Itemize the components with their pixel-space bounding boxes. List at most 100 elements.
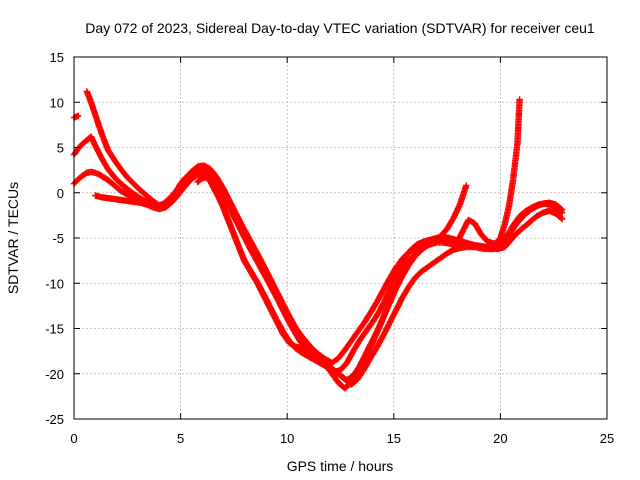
data-point [290,327,303,343]
data-point [213,181,226,198]
data-point [392,256,405,272]
data-point [394,266,407,286]
data-point [111,157,124,172]
data-point [456,182,470,208]
y-tick-label: 0 [57,186,64,201]
data-point [303,346,315,357]
data-point [303,339,315,352]
data-point [386,266,399,282]
data-point [335,348,348,362]
data-point [507,230,520,243]
data-point [162,199,175,211]
data-point [354,321,367,336]
data-point [401,256,414,272]
data-point [143,192,155,204]
data-point [109,180,119,190]
ticks-layer: 0 5 10 15 20 25 -25 -20 -15 -10 -5 0 5 10 15 [45,50,614,446]
data-point [369,326,382,347]
chart-title: Day 072 of 2023, Sidereal Day-to-day VTE… [85,20,595,36]
y-tick-label: -5 [52,231,64,246]
y-tick-label: -15 [45,322,64,337]
y-tick-label: -25 [45,412,64,427]
series-arc-f [70,112,82,121]
y-tick-label: 15 [50,50,64,65]
data-point [418,264,430,275]
data-point [188,164,200,176]
data-point [360,311,373,327]
data-point [79,138,89,148]
data-point [424,260,437,271]
data-point [316,351,328,362]
data-point [350,338,363,355]
data-point [296,338,309,352]
data-point [554,205,566,216]
x-axis-label: GPS time / hours [287,458,394,474]
data-point [328,370,341,385]
data-point [411,269,424,281]
data-point [360,356,373,373]
data-point [501,204,512,228]
data-point [356,329,369,344]
data-point [181,177,194,190]
data-point [168,186,181,201]
y-tick-label: 10 [50,95,64,110]
data-point [501,237,514,251]
data-point [124,174,136,186]
data-point [117,187,130,197]
data-point [382,283,395,303]
data-point [356,353,369,370]
data-point [296,331,309,345]
data-point [450,202,463,222]
data-point [369,310,382,326]
data-point [341,339,354,354]
data-point [136,186,149,198]
data-point [292,345,304,356]
data-point [220,185,233,203]
data-point [443,216,456,233]
data-point [130,190,142,201]
data-point [113,184,123,194]
data-point [104,176,115,186]
x-tick-label: 15 [387,431,401,446]
data-point [168,192,181,205]
data-point [194,176,205,186]
data-point [247,268,260,285]
data-point [290,320,303,337]
data-point [437,226,450,240]
data-point [72,112,82,120]
data-point [309,346,322,357]
x-tick-label: 20 [493,431,507,446]
x-tick-label: 10 [280,431,294,446]
data-layer [70,88,566,392]
x-tick-label: 5 [177,431,184,446]
data-point [362,320,375,335]
data-point [514,224,526,236]
data-point [407,249,420,262]
data-point [75,173,85,183]
data-point [478,231,490,244]
data-point [286,338,298,351]
y-tick-label: 5 [57,141,64,156]
data-point [328,356,341,367]
data-point [330,367,343,378]
data-point [503,223,516,240]
data-point [350,364,362,379]
data-point [354,367,367,383]
data-point [431,255,443,266]
data-point [367,300,380,317]
data-point [348,330,360,345]
data-point [241,257,254,274]
data-point [213,174,226,191]
data-point [497,234,509,246]
data-point [375,311,388,332]
data-point [220,192,233,210]
data-point [111,174,123,186]
data-point [414,244,426,255]
data-point [175,178,188,192]
data-point [298,349,311,359]
data-point [117,180,130,192]
data-point [388,280,401,301]
data-point [522,204,535,215]
data-point [505,177,517,210]
